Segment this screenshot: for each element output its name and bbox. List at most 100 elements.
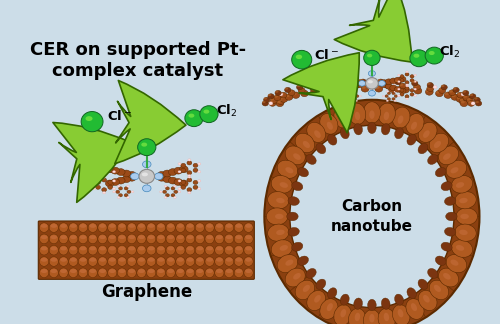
Ellipse shape [439,88,442,90]
Ellipse shape [70,247,76,250]
Ellipse shape [236,224,242,228]
Ellipse shape [50,258,57,262]
Ellipse shape [398,81,400,83]
Ellipse shape [336,84,338,86]
Ellipse shape [186,234,195,244]
Ellipse shape [196,269,203,273]
Ellipse shape [102,191,106,194]
Ellipse shape [118,185,120,187]
Ellipse shape [146,257,156,266]
Ellipse shape [280,245,288,251]
Ellipse shape [456,245,464,251]
Ellipse shape [124,194,128,197]
Ellipse shape [78,245,88,255]
Ellipse shape [178,163,181,165]
Ellipse shape [177,247,184,250]
Ellipse shape [187,161,192,165]
Ellipse shape [342,80,349,85]
Ellipse shape [418,291,437,310]
Ellipse shape [186,257,195,266]
Ellipse shape [130,173,139,180]
Ellipse shape [348,100,350,101]
Ellipse shape [50,247,57,250]
Ellipse shape [392,305,410,324]
Ellipse shape [400,89,404,92]
Ellipse shape [178,180,181,182]
Ellipse shape [137,223,146,232]
Ellipse shape [186,224,194,228]
Ellipse shape [166,245,175,255]
Ellipse shape [188,191,191,194]
Ellipse shape [386,100,388,101]
Ellipse shape [296,55,302,59]
Ellipse shape [200,106,218,122]
Ellipse shape [395,80,401,85]
Ellipse shape [340,93,344,96]
Ellipse shape [406,113,424,134]
Ellipse shape [356,95,359,98]
Ellipse shape [118,269,126,273]
Ellipse shape [108,168,112,172]
Ellipse shape [444,92,452,98]
Ellipse shape [138,269,145,273]
Ellipse shape [99,269,106,273]
Ellipse shape [328,288,337,298]
Ellipse shape [88,268,98,278]
Ellipse shape [109,247,116,250]
Ellipse shape [214,257,224,266]
Ellipse shape [470,94,473,96]
Ellipse shape [378,81,386,86]
Ellipse shape [411,303,417,311]
Ellipse shape [443,273,450,280]
Ellipse shape [181,185,186,189]
Ellipse shape [224,234,234,244]
Ellipse shape [59,223,68,232]
Ellipse shape [364,50,380,65]
Ellipse shape [340,75,344,78]
Ellipse shape [280,92,284,95]
Ellipse shape [382,298,390,309]
Ellipse shape [307,291,326,310]
Ellipse shape [102,178,106,182]
Ellipse shape [406,71,408,73]
Ellipse shape [398,309,404,318]
Ellipse shape [280,96,288,102]
Ellipse shape [181,180,186,184]
Ellipse shape [414,87,422,94]
Ellipse shape [86,116,92,121]
Ellipse shape [346,95,350,98]
Ellipse shape [78,268,88,278]
Ellipse shape [106,166,114,173]
Ellipse shape [158,247,164,250]
Ellipse shape [205,268,214,278]
Ellipse shape [206,224,213,228]
Ellipse shape [158,174,166,181]
Ellipse shape [188,159,191,161]
Ellipse shape [468,100,475,106]
Ellipse shape [292,182,303,191]
Ellipse shape [234,234,243,244]
Ellipse shape [176,223,185,232]
Ellipse shape [126,185,130,187]
Ellipse shape [96,180,100,184]
Ellipse shape [378,79,384,84]
Ellipse shape [298,88,302,90]
Ellipse shape [90,247,96,250]
Ellipse shape [166,234,175,244]
Ellipse shape [360,79,366,84]
Ellipse shape [446,255,466,273]
Ellipse shape [118,257,126,266]
Ellipse shape [80,247,86,250]
Ellipse shape [70,235,76,239]
Ellipse shape [132,191,134,193]
Ellipse shape [382,95,384,97]
Ellipse shape [356,82,363,88]
Ellipse shape [268,94,274,99]
Ellipse shape [148,224,154,228]
Ellipse shape [378,103,396,124]
Ellipse shape [344,74,346,76]
Ellipse shape [111,167,120,174]
Ellipse shape [99,258,106,262]
Ellipse shape [394,294,404,305]
Ellipse shape [360,79,364,81]
